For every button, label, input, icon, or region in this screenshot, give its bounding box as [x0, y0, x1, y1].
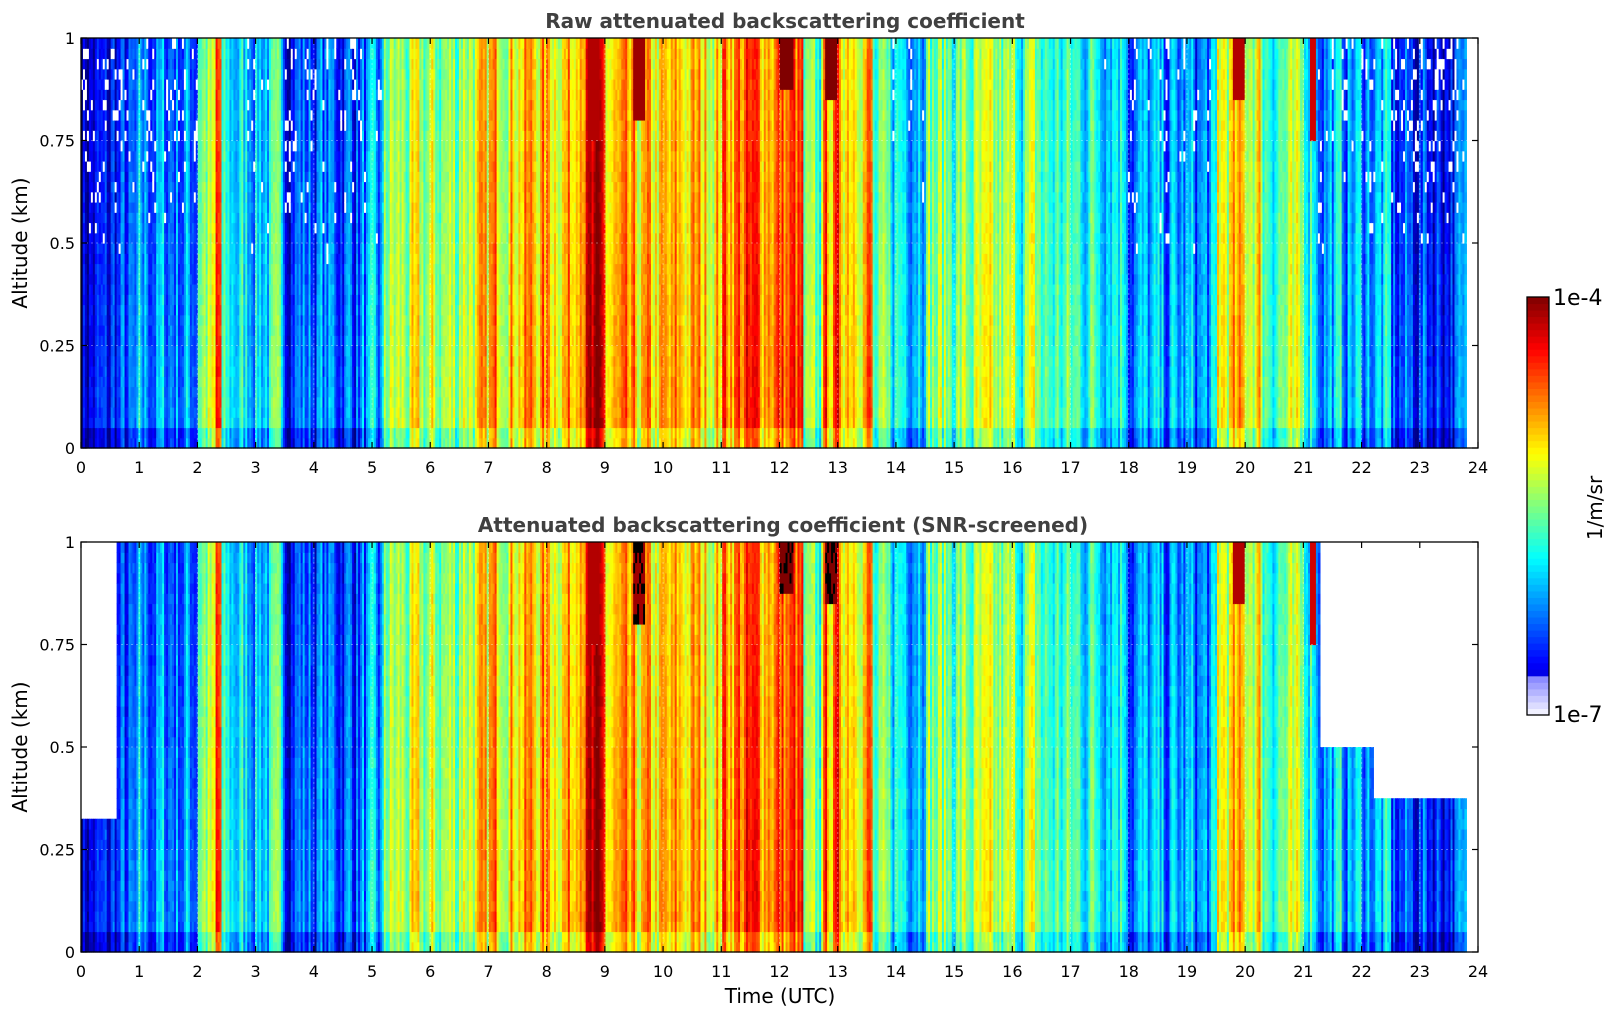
- panel-title-raw: Raw attenuated backscattering coefficien…: [545, 9, 1025, 33]
- raw-backscatter-heatmap: [81, 38, 1467, 449]
- raw-backscatter-panel: Raw attenuated backscattering coefficien…: [8, 9, 1488, 477]
- lidar-backscatter-figure: Raw attenuated backscattering coefficien…: [0, 0, 1621, 1020]
